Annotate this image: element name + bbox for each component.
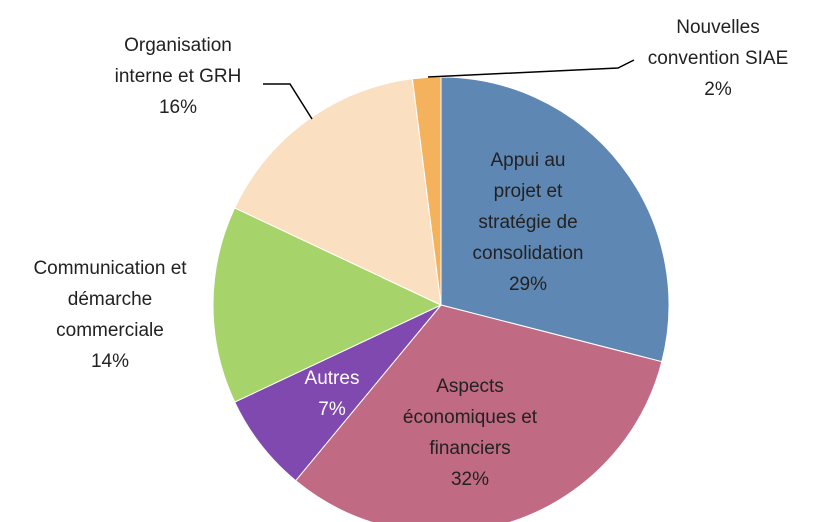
value-label: 14% (90, 351, 130, 372)
category-label: Autres (304, 368, 360, 389)
pie-slice (440, 76, 670, 363)
slice-label: Autres 7% (305, 363, 360, 425)
pie-slice (234, 78, 442, 306)
slice-label: Nouvelles convention SIAE 2% (648, 12, 788, 105)
category-label: Organisation interne et GRH (114, 35, 242, 87)
leader-line (427, 59, 635, 78)
category-label: Aspects économiques et financiers (402, 376, 538, 459)
category-label: Communication et démarche commerciale (33, 258, 187, 341)
value-label: 32% (450, 469, 490, 490)
category-label: Appui au projet et stratégie de consolid… (472, 150, 584, 264)
slice-label: Aspects économiques et financiers 32% (403, 371, 537, 495)
value-label: 2% (704, 79, 732, 100)
value-label: 29% (508, 274, 548, 295)
slice-label: Appui au projet et stratégie de consolid… (473, 145, 584, 300)
leader-line (263, 83, 313, 120)
pie-slice (212, 207, 443, 403)
slice-label: Communication et démarche commerciale 14% (33, 253, 186, 377)
slice-label: Organisation interne et GRH 16% (115, 30, 242, 123)
value-label: 7% (318, 399, 346, 420)
value-label: 16% (158, 97, 198, 118)
category-label: Nouvelles convention SIAE (647, 17, 789, 69)
